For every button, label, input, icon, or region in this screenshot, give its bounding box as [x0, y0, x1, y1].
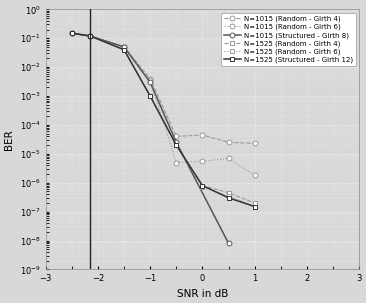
- N=1525 (Structured - Girth 12): [70, 31, 74, 35]
- N=1525 (Random - Girth 6): [148, 94, 152, 98]
- Line: N=1525 (Random - Girth 4): N=1525 (Random - Girth 4): [69, 31, 257, 205]
- N=1015 (Random - Girth 6): [70, 31, 74, 35]
- Y-axis label: BER: BER: [4, 129, 14, 150]
- N=1525 (Random - Girth 4): [70, 31, 74, 35]
- N=1525 (Random - Girth 6): [226, 194, 231, 198]
- N=1525 (Structured - Girth 12): [148, 94, 152, 98]
- N=1015 (Structured - Girth 8): [174, 141, 179, 144]
- Line: N=1015 (Random - Girth 4): N=1015 (Random - Girth 4): [69, 31, 257, 146]
- Line: N=1015 (Random - Girth 6): N=1015 (Random - Girth 6): [69, 31, 257, 178]
- N=1015 (Random - Girth 6): [200, 159, 205, 163]
- X-axis label: SNR in dB: SNR in dB: [177, 289, 228, 299]
- N=1015 (Random - Girth 6): [88, 34, 92, 38]
- N=1015 (Random - Girth 6): [226, 156, 231, 160]
- N=1525 (Structured - Girth 12): [174, 143, 179, 147]
- N=1015 (Structured - Girth 8): [70, 31, 74, 35]
- N=1015 (Random - Girth 6): [174, 161, 179, 164]
- N=1015 (Structured - Girth 8): [148, 80, 152, 84]
- N=1525 (Structured - Girth 12): [122, 48, 126, 52]
- N=1015 (Random - Girth 4): [148, 77, 152, 81]
- N=1525 (Structured - Girth 12): [200, 184, 205, 187]
- N=1525 (Structured - Girth 12): [88, 34, 92, 38]
- N=1015 (Random - Girth 6): [253, 174, 257, 177]
- N=1015 (Random - Girth 4): [226, 141, 231, 144]
- N=1525 (Structured - Girth 12): [253, 205, 257, 208]
- N=1015 (Random - Girth 4): [122, 45, 126, 49]
- N=1525 (Random - Girth 6): [200, 185, 205, 189]
- Line: N=1525 (Random - Girth 6): N=1525 (Random - Girth 6): [69, 31, 257, 209]
- N=1525 (Random - Girth 4): [88, 34, 92, 38]
- N=1525 (Structured - Girth 12): [226, 196, 231, 200]
- N=1525 (Random - Girth 6): [253, 205, 257, 208]
- Line: N=1015 (Structured - Girth 8): N=1015 (Structured - Girth 8): [69, 31, 231, 246]
- N=1525 (Random - Girth 6): [122, 48, 126, 52]
- N=1015 (Random - Girth 4): [88, 34, 92, 38]
- N=1015 (Structured - Girth 8): [88, 34, 92, 38]
- N=1525 (Random - Girth 4): [148, 94, 152, 98]
- N=1525 (Random - Girth 4): [253, 201, 257, 205]
- N=1525 (Random - Girth 4): [226, 191, 231, 195]
- N=1015 (Random - Girth 4): [70, 31, 74, 35]
- N=1525 (Random - Girth 6): [88, 34, 92, 38]
- N=1525 (Random - Girth 4): [200, 184, 205, 187]
- Legend: N=1015 (Random - Girth 4), N=1015 (Random - Girth 6), N=1015 (Structured - Girth: N=1015 (Random - Girth 4), N=1015 (Rando…: [221, 13, 356, 66]
- N=1015 (Random - Girth 4): [174, 135, 179, 138]
- N=1015 (Random - Girth 6): [122, 45, 126, 49]
- N=1015 (Random - Girth 4): [253, 142, 257, 145]
- N=1525 (Random - Girth 6): [174, 143, 179, 147]
- N=1015 (Random - Girth 6): [148, 78, 152, 82]
- N=1015 (Structured - Girth 8): [122, 45, 126, 49]
- N=1015 (Random - Girth 4): [200, 133, 205, 137]
- N=1525 (Random - Girth 6): [70, 31, 74, 35]
- N=1525 (Random - Girth 4): [122, 48, 126, 52]
- N=1015 (Structured - Girth 8): [226, 241, 231, 245]
- Line: N=1525 (Structured - Girth 12): N=1525 (Structured - Girth 12): [69, 31, 257, 209]
- N=1525 (Random - Girth 4): [174, 143, 179, 147]
